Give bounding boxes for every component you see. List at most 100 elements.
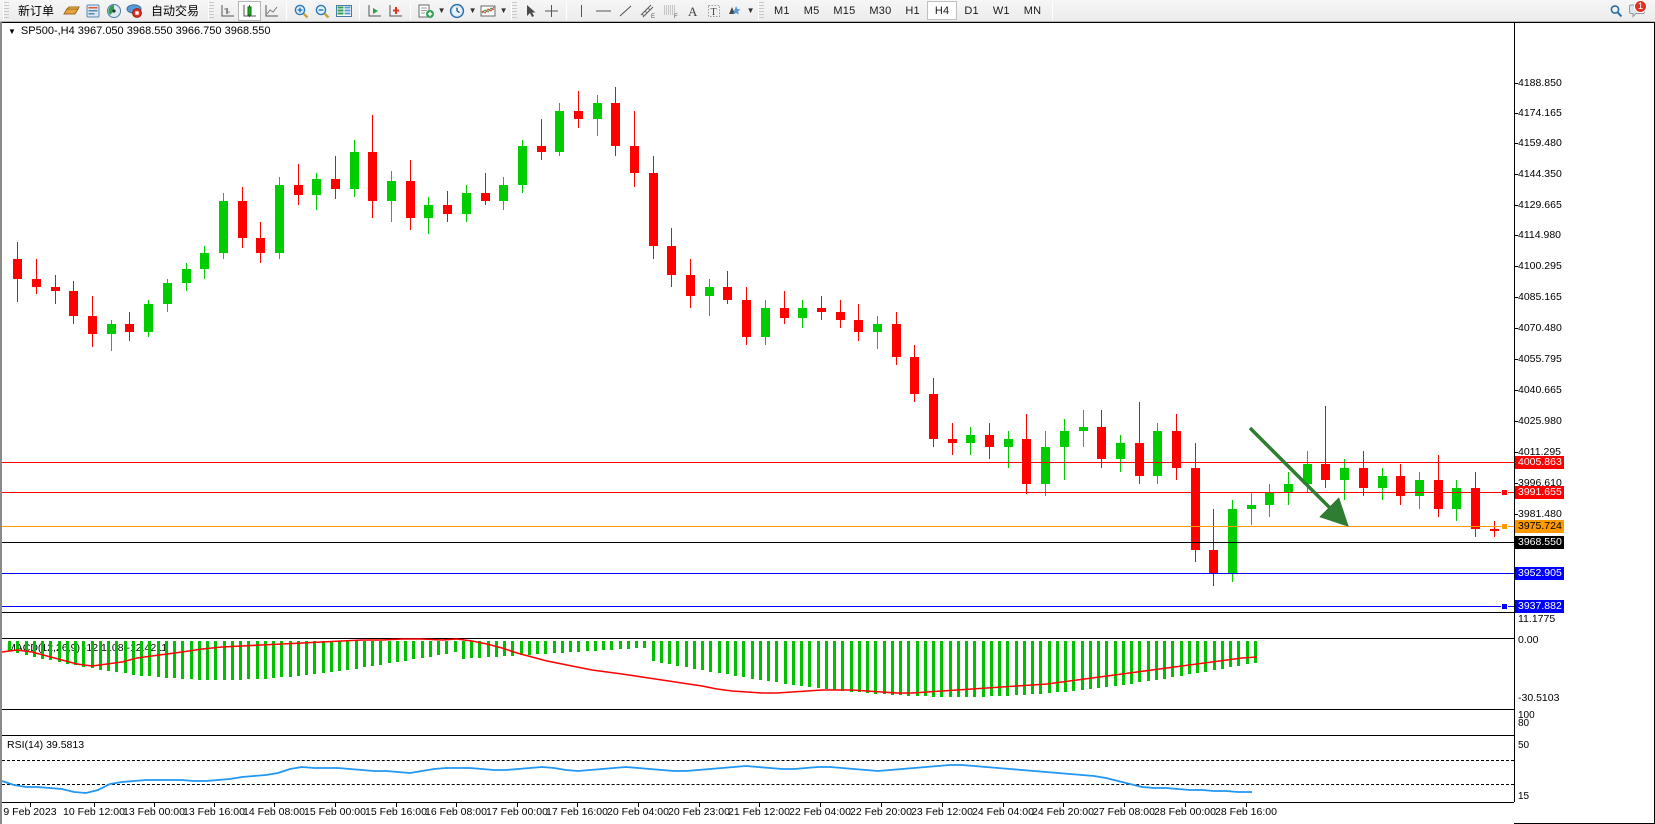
resistance-level-2-handle[interactable] bbox=[1501, 489, 1508, 496]
candle-body bbox=[144, 303, 154, 333]
chat-icon[interactable]: 1 bbox=[1627, 0, 1649, 21]
macd-histogram-bar bbox=[65, 641, 69, 664]
auto-scroll-icon[interactable] bbox=[385, 1, 406, 21]
macd-histogram-bar bbox=[758, 641, 762, 680]
text-label-icon[interactable]: A bbox=[682, 1, 703, 21]
horizontal-line-icon[interactable] bbox=[592, 1, 615, 21]
cursor-icon[interactable] bbox=[520, 1, 541, 21]
timeframe-m1[interactable]: M1 bbox=[774, 4, 790, 17]
support-level-2-badge[interactable]: 3937.882 bbox=[1515, 600, 1564, 613]
line-chart-button[interactable] bbox=[261, 1, 282, 21]
candle-wick bbox=[820, 295, 822, 321]
macd-histogram-bar bbox=[478, 641, 482, 658]
entry-level-badge[interactable]: 3975.724 bbox=[1515, 520, 1564, 533]
macd-histogram-bar bbox=[659, 641, 663, 663]
new-order-button[interactable]: 新订单 bbox=[12, 1, 60, 21]
price-tick-label-11: 4025.980 bbox=[1518, 415, 1562, 427]
new-chart-dropdown-caret[interactable]: ▼ bbox=[437, 6, 446, 15]
timeframe-dropdown-caret[interactable]: ▼ bbox=[468, 6, 477, 15]
new-chart-icon[interactable] bbox=[415, 1, 437, 21]
market-watch-icon[interactable] bbox=[82, 1, 103, 21]
current-price-level-line[interactable] bbox=[2, 542, 1514, 543]
equidistant-channel-icon[interactable]: E bbox=[636, 1, 659, 21]
candle-body bbox=[312, 178, 322, 196]
price-axis[interactable] bbox=[1514, 22, 1515, 802]
macd-histogram-bar bbox=[412, 641, 416, 660]
time-tick bbox=[94, 803, 95, 807]
data-window-icon[interactable] bbox=[333, 1, 355, 21]
entry-level-handle[interactable] bbox=[1501, 523, 1508, 530]
zoom-in-icon[interactable] bbox=[291, 1, 312, 21]
timeframe-clock-icon[interactable] bbox=[446, 1, 468, 21]
price-tick-mark bbox=[1514, 359, 1518, 360]
resistance-level-1-line[interactable] bbox=[2, 462, 1514, 463]
timeframe-h4[interactable]: H4 bbox=[926, 1, 958, 20]
candle-body bbox=[1452, 488, 1462, 509]
timeframe-mn[interactable]: MN bbox=[1023, 4, 1042, 17]
resistance-level-1-badge[interactable]: 4005.863 bbox=[1515, 456, 1564, 469]
timeframe-w1[interactable]: W1 bbox=[992, 4, 1010, 17]
macd-histogram-bar bbox=[989, 641, 993, 697]
shift-chart-icon[interactable] bbox=[364, 1, 385, 21]
candle-wick bbox=[876, 316, 878, 349]
toolbar-grip-2[interactable] bbox=[208, 1, 215, 20]
macd-histogram-bar bbox=[833, 641, 836, 690]
zoom-out-icon[interactable] bbox=[312, 1, 333, 21]
indicators-dropdown-caret[interactable]: ▼ bbox=[499, 6, 508, 15]
candlestick-chart-button[interactable] bbox=[238, 0, 262, 21]
macd-histogram-bar bbox=[618, 641, 622, 649]
macd-tick-high: 11.1775 bbox=[1518, 613, 1556, 625]
rsi-tick-80: 80 bbox=[1518, 718, 1530, 729]
crosshair-icon[interactable] bbox=[541, 1, 562, 21]
candle-body bbox=[872, 324, 882, 333]
vertical-line-icon[interactable] bbox=[571, 1, 592, 21]
indicators-icon[interactable] bbox=[477, 1, 499, 21]
candle-body bbox=[499, 184, 509, 202]
timeframe-m30[interactable]: M30 bbox=[869, 4, 892, 17]
candle-body bbox=[88, 316, 98, 335]
timeframe-d1[interactable]: D1 bbox=[964, 4, 979, 17]
candle-body bbox=[929, 393, 939, 439]
price-tick-mark bbox=[1514, 390, 1518, 391]
support-level-2-line[interactable] bbox=[2, 606, 1514, 607]
entry-level-line[interactable] bbox=[2, 526, 1514, 527]
fibonacci-icon[interactable]: F bbox=[659, 1, 682, 21]
resistance-level-2-line[interactable] bbox=[2, 492, 1514, 493]
time-axis-label-8: 17 Feb 00:00 bbox=[486, 806, 548, 818]
time-axis[interactable]: 9 Feb 2023 10 Feb 12:00 13 Feb 00:00 13 Feb… bbox=[2, 802, 1514, 824]
auto-trading-button[interactable]: 自动交易 bbox=[145, 1, 205, 21]
candle-body bbox=[1041, 447, 1051, 485]
time-axis-label-12: 21 Feb 12:00 bbox=[728, 806, 790, 818]
macd-histogram-bar bbox=[932, 641, 935, 697]
trendline-icon[interactable] bbox=[615, 1, 636, 21]
timeframe-m15[interactable]: M15 bbox=[833, 4, 856, 17]
arrows-dropdown-caret[interactable]: ▼ bbox=[746, 6, 755, 15]
auto-trading-icon[interactable] bbox=[124, 1, 145, 21]
timeframe-h1[interactable]: H1 bbox=[905, 4, 920, 17]
current-price-level-badge[interactable]: 3968.550 bbox=[1515, 536, 1564, 549]
candle-body bbox=[1396, 475, 1406, 497]
navigator-icon[interactable] bbox=[103, 1, 124, 21]
resistance-level-2-badge[interactable]: 3991.655 bbox=[1515, 486, 1564, 499]
arrows-objects-icon[interactable] bbox=[724, 1, 746, 21]
candle-body bbox=[667, 246, 677, 276]
macd-histogram-bar bbox=[420, 641, 424, 658]
time-tick bbox=[1124, 803, 1125, 807]
support-level-2-handle[interactable] bbox=[1501, 603, 1508, 610]
candle-body bbox=[798, 307, 808, 319]
toolbar-grip-3[interactable] bbox=[511, 1, 518, 20]
toolbar-grip[interactable] bbox=[3, 1, 9, 20]
bar-chart-button[interactable] bbox=[217, 1, 238, 21]
search-icon[interactable] bbox=[1606, 1, 1627, 21]
timeframe-m5[interactable]: M5 bbox=[803, 4, 820, 17]
support-level-1-line[interactable] bbox=[2, 573, 1514, 574]
chart-menu-caret[interactable]: ▼ bbox=[8, 26, 16, 36]
chart-window[interactable]: ▼ SP500-,H4 3967.050 3968.550 3966.750 3… bbox=[0, 22, 1655, 824]
candle-body bbox=[405, 180, 415, 218]
text-box-icon[interactable]: T bbox=[703, 1, 724, 21]
gold-bar-icon[interactable] bbox=[60, 1, 82, 21]
macd-histogram-bar bbox=[742, 641, 746, 678]
support-level-1-badge[interactable]: 3952.905 bbox=[1515, 567, 1564, 580]
toolbar-grip-4[interactable] bbox=[758, 1, 765, 20]
macd-histogram-bar bbox=[824, 641, 828, 689]
